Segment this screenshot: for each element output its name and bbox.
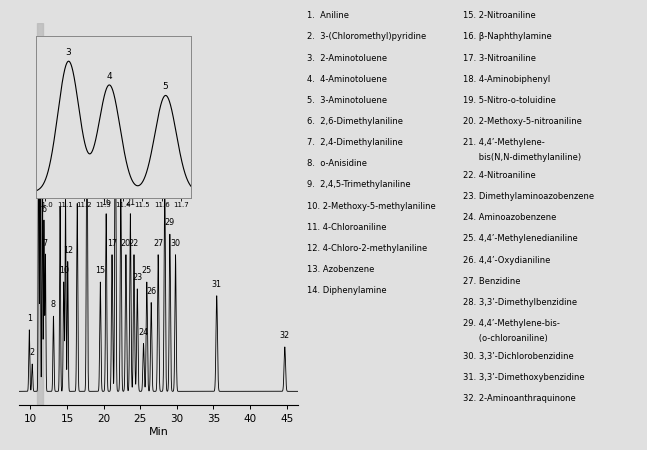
Text: 2.  3-(Chloromethyl)pyridine: 2. 3-(Chloromethyl)pyridine [307, 32, 426, 41]
Text: 1: 1 [27, 314, 32, 323]
Bar [38, 22, 43, 405]
Text: 5.  3-Aminotoluene: 5. 3-Aminotoluene [307, 96, 388, 105]
Text: 29: 29 [165, 218, 175, 227]
Text: 5: 5 [39, 153, 45, 162]
Text: 27: 27 [153, 239, 163, 248]
Text: 32: 32 [280, 331, 290, 340]
Text: 21: 21 [126, 198, 135, 207]
Text: 7.  2,4-Dimethylaniline: 7. 2,4-Dimethylaniline [307, 138, 403, 147]
X-axis label: Min: Min [149, 427, 168, 437]
Text: 22. 4-Nitroaniline: 22. 4-Nitroaniline [463, 171, 535, 180]
Text: 20. 2-Methoxy-5-nitroaniline: 20. 2-Methoxy-5-nitroaniline [463, 117, 582, 126]
Text: 22: 22 [129, 239, 139, 248]
Text: 5: 5 [163, 82, 168, 91]
Text: 6: 6 [41, 205, 47, 214]
Text: 4.  4-Aminotoluene: 4. 4-Aminotoluene [307, 75, 388, 84]
Text: 25: 25 [142, 266, 152, 275]
Text: 2: 2 [30, 348, 35, 357]
Text: 17: 17 [107, 239, 117, 248]
Text: 17. 3-Nitroaniline: 17. 3-Nitroaniline [463, 54, 536, 63]
Text: 4: 4 [38, 130, 43, 139]
Text: 3: 3 [36, 75, 41, 84]
Text: 18: 18 [111, 58, 120, 67]
Text: 8: 8 [51, 301, 56, 310]
Text: 16. β-Naphthylamine: 16. β-Naphthylamine [463, 32, 551, 41]
Text: 28: 28 [160, 164, 170, 173]
Text: 9.  2,4,5-Trimethylaniline: 9. 2,4,5-Trimethylaniline [307, 180, 411, 189]
Text: 14: 14 [82, 61, 92, 70]
Text: 28. 3,3’-Dimethylbenzidine: 28. 3,3’-Dimethylbenzidine [463, 298, 576, 307]
Text: 31. 3,3’-Dimethoxybenzidine: 31. 3,3’-Dimethoxybenzidine [463, 373, 584, 382]
Text: 1.  Aniline: 1. Aniline [307, 11, 349, 20]
Text: 12: 12 [63, 246, 73, 255]
Text: 23: 23 [132, 273, 142, 282]
Text: 4: 4 [107, 72, 112, 81]
Text: 10: 10 [59, 266, 69, 275]
Text: bis(N,N-dimethylaniline): bis(N,N-dimethylaniline) [463, 153, 581, 162]
Text: 23. Dimethylaminoazobenzene: 23. Dimethylaminoazobenzene [463, 192, 594, 201]
Text: 3: 3 [66, 48, 71, 57]
Text: 12. 4-Chloro-2-methylaniline: 12. 4-Chloro-2-methylaniline [307, 244, 428, 253]
Text: 7: 7 [43, 239, 48, 248]
Text: 3.  2-Aminotoluene: 3. 2-Aminotoluene [307, 54, 388, 63]
Text: 11: 11 [61, 184, 71, 193]
Text: 26: 26 [146, 287, 157, 296]
Text: 27. Benzidine: 27. Benzidine [463, 277, 520, 286]
Text: 26. 4,4’-Oxydianiline: 26. 4,4’-Oxydianiline [463, 256, 550, 265]
Text: 21. 4,4’-Methylene-: 21. 4,4’-Methylene- [463, 138, 544, 147]
Text: 6.  2,6-Dimethylaniline: 6. 2,6-Dimethylaniline [307, 117, 403, 126]
Text: 29. 4,4’-Methylene-bis-: 29. 4,4’-Methylene-bis- [463, 319, 560, 328]
Text: 19: 19 [116, 171, 126, 180]
Text: 8.  o-Anisidine: 8. o-Anisidine [307, 159, 367, 168]
Text: 16: 16 [101, 198, 111, 207]
Text: 19. 5-Nitro-o-toluidine: 19. 5-Nitro-o-toluidine [463, 96, 556, 105]
Text: 24: 24 [138, 328, 149, 337]
Text: 24. Aminoazobenzene: 24. Aminoazobenzene [463, 213, 556, 222]
Text: 18. 4-Aminobiphenyl: 18. 4-Aminobiphenyl [463, 75, 550, 84]
Text: 30: 30 [171, 239, 181, 248]
Text: 10. 2-Methoxy-5-methylaniline: 10. 2-Methoxy-5-methylaniline [307, 202, 436, 211]
Text: (o-chloroaniline): (o-chloroaniline) [463, 334, 547, 343]
Text: 31: 31 [212, 280, 222, 289]
Text: 14. Diphenylamine: 14. Diphenylamine [307, 286, 387, 295]
Text: 9: 9 [58, 191, 63, 200]
Text: 11. 4-Chloroaniline: 11. 4-Chloroaniline [307, 223, 387, 232]
Text: 20: 20 [121, 239, 131, 248]
Text: 13: 13 [72, 188, 82, 197]
Text: 32. 2-Aminoanthraquinone: 32. 2-Aminoanthraquinone [463, 394, 575, 403]
Text: 25. 4,4’-Methylenedianiline: 25. 4,4’-Methylenedianiline [463, 234, 577, 243]
Text: 30. 3,3’-Dichlorobenzidine: 30. 3,3’-Dichlorobenzidine [463, 352, 573, 361]
Text: 13. Azobenzene: 13. Azobenzene [307, 265, 375, 274]
Text: 15: 15 [95, 266, 105, 275]
Text: 15. 2-Nitroaniline: 15. 2-Nitroaniline [463, 11, 535, 20]
